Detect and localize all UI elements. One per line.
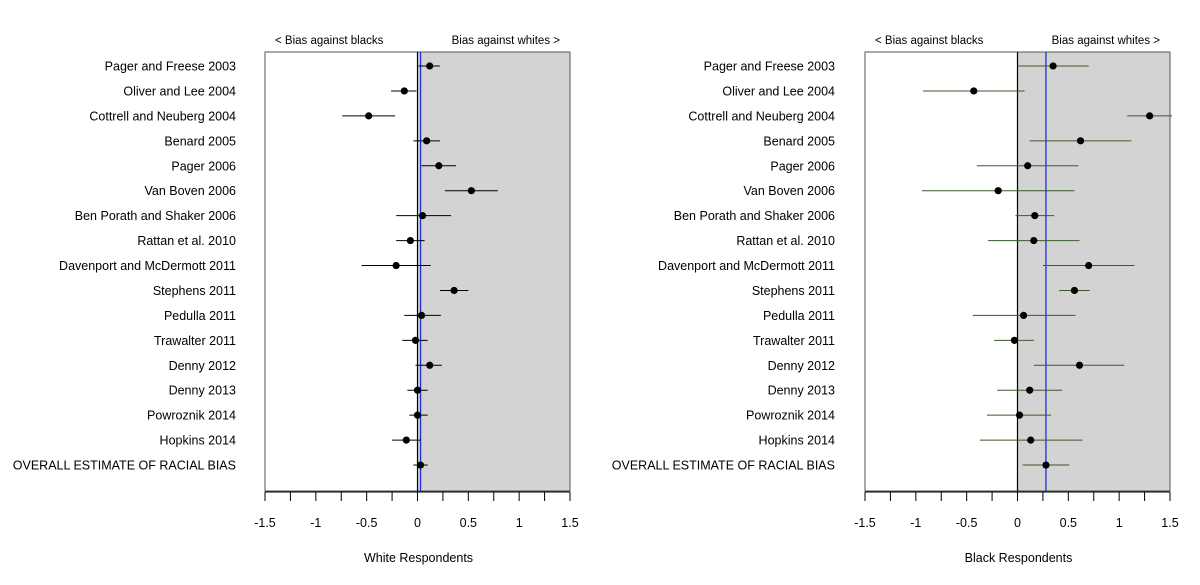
panel-right-x-tick-label: 0.5 bbox=[1060, 516, 1077, 530]
panel-right-study-label: Ben Porath and Shaker 2006 bbox=[674, 209, 835, 223]
panel-left-study-label: Ben Porath and Shaker 2006 bbox=[75, 209, 236, 223]
panel-left-x-tick-label: 1.5 bbox=[561, 516, 578, 530]
panel-right-study-label: Cottrell and Neuberg 2004 bbox=[688, 109, 835, 123]
panel-left-point-estimate bbox=[435, 162, 443, 170]
panel-left-study-label: Stephens 2011 bbox=[153, 284, 236, 298]
panel-left-study-label: Powroznik 2014 bbox=[147, 409, 236, 423]
panel-left-point-estimate bbox=[365, 112, 373, 120]
panel-left-shaded-region bbox=[417, 52, 570, 491]
panel-left-study-label: Denny 2012 bbox=[169, 359, 236, 373]
panel-right-study-label: Trawalter 2011 bbox=[753, 334, 835, 348]
panel-left-study-label: Denny 2013 bbox=[169, 384, 236, 398]
panel-right-point-estimate bbox=[994, 187, 1002, 195]
panel-right-study-label: Denny 2012 bbox=[768, 359, 835, 373]
panel-left-point-estimate bbox=[426, 361, 434, 369]
panel-right-study-label: Davenport and McDermott 2011 bbox=[658, 259, 835, 273]
panel-left-point-estimate bbox=[413, 411, 422, 419]
panel-right-x-tick-label: 1.5 bbox=[1161, 516, 1178, 530]
panel-left-left-annotation: < Bias against blacks bbox=[275, 35, 384, 47]
panel-left-point-estimate bbox=[450, 286, 458, 295]
panel-right-right-annotation: Bias against whites > bbox=[1052, 35, 1161, 47]
panel-left-study-label: Trawalter 2011 bbox=[154, 334, 236, 348]
panel-left-point-estimate bbox=[402, 436, 410, 444]
panel-right-point-estimate bbox=[1027, 436, 1035, 444]
panel-left-x-tick-label: 1 bbox=[516, 516, 523, 530]
panel-left-point-estimate bbox=[423, 137, 431, 145]
panel-right-point-estimate bbox=[1070, 286, 1079, 295]
panel-right-left-annotation: < Bias against blacks bbox=[875, 35, 984, 47]
panel-left-x-tick-label: -1 bbox=[310, 516, 321, 530]
panel-left-x-tick-label: -1.5 bbox=[254, 516, 276, 530]
panel-left-study-label: Pedulla 2011 bbox=[164, 309, 236, 323]
panel-left-x-tick-label: -0.5 bbox=[356, 516, 378, 530]
panel-right-point-estimate bbox=[1085, 261, 1093, 270]
panel-left-study-label: OVERALL ESTIMATE OF RACIAL BIAS bbox=[13, 459, 236, 473]
panel-left-study-label: Benard 2005 bbox=[164, 134, 236, 148]
panel-left-x-axis-label: White Respondents bbox=[364, 551, 473, 565]
panel-left-study-label: Pager 2006 bbox=[171, 159, 236, 173]
panel-right-point-estimate bbox=[1146, 112, 1154, 120]
panel-right-study-label: Hopkins 2014 bbox=[759, 434, 835, 448]
panel-right-point-estimate bbox=[1010, 336, 1019, 344]
panel-left-point-estimate bbox=[416, 461, 425, 469]
panel-left-study-label: Davenport and McDermott 2011 bbox=[59, 259, 236, 273]
panel-left-point-estimate bbox=[406, 236, 414, 245]
panel-right-x-tick-label: -1.5 bbox=[854, 516, 876, 530]
panel-right-study-label: Denny 2013 bbox=[768, 384, 835, 398]
panel-right-study-label: Rattan et al. 2010 bbox=[736, 234, 835, 248]
panel-left-study-label: Cottrell and Neuberg 2004 bbox=[89, 109, 236, 123]
panel-left-point-estimate bbox=[418, 212, 427, 220]
panel-right-study-label: Pager and Freese 2003 bbox=[704, 60, 835, 74]
panel-left-point-estimate bbox=[426, 62, 434, 70]
panel-right-point-estimate bbox=[1015, 411, 1024, 419]
panel-right-study-label: Benard 2005 bbox=[763, 134, 835, 148]
panel-right-point-estimate bbox=[1024, 162, 1032, 170]
panel-left-point-estimate bbox=[411, 336, 420, 344]
panel-right-point-estimate bbox=[1076, 137, 1085, 145]
panel-right-point-estimate bbox=[970, 87, 978, 95]
panel-left-point-estimate bbox=[417, 311, 426, 319]
panel-right-x-tick-label: -0.5 bbox=[956, 516, 978, 530]
panel-right-study-label: Pedulla 2011 bbox=[763, 309, 835, 323]
panel-right-point-estimate bbox=[1020, 311, 1028, 319]
panel-left-study-label: Pager and Freese 2003 bbox=[105, 60, 236, 74]
panel-right-point-estimate bbox=[1049, 62, 1057, 70]
panel-right-point-estimate bbox=[1026, 386, 1034, 394]
panel-left-x-tick-label: 0 bbox=[414, 516, 421, 530]
panel-right-study-label: Powroznik 2014 bbox=[746, 409, 835, 423]
panel-left-point-estimate bbox=[392, 261, 400, 270]
panel-left-study-label: Rattan et al. 2010 bbox=[137, 234, 236, 248]
panel-right-x-axis-label: Black Respondents bbox=[965, 551, 1073, 565]
panel-right-point-estimate bbox=[1075, 361, 1084, 369]
panel-right-x-tick-label: 1 bbox=[1116, 516, 1123, 530]
panel-right-study-label: Oliver and Lee 2004 bbox=[722, 84, 835, 98]
panel-left-point-estimate bbox=[467, 187, 475, 195]
panel-left-study-label: Hopkins 2014 bbox=[160, 434, 236, 448]
panel-left-study-label: Oliver and Lee 2004 bbox=[123, 84, 236, 98]
panel-right-shaded-region bbox=[1017, 52, 1170, 491]
panel-left-x-tick-label: 0.5 bbox=[460, 516, 477, 530]
panel-left-point-estimate bbox=[413, 386, 422, 394]
panel-right-point-estimate bbox=[1030, 236, 1038, 245]
panel-left-point-estimate bbox=[400, 87, 408, 95]
panel-right-point-estimate bbox=[1042, 461, 1050, 469]
panel-left-right-annotation: Bias against whites > bbox=[452, 35, 561, 47]
panel-left-study-label: Van Boven 2006 bbox=[144, 184, 236, 198]
panel-right-x-tick-label: 0 bbox=[1014, 516, 1021, 530]
panel-right-study-label: Pager 2006 bbox=[770, 159, 835, 173]
panel-right-study-label: Stephens 2011 bbox=[752, 284, 835, 298]
panel-right-study-label: OVERALL ESTIMATE OF RACIAL BIAS bbox=[612, 459, 835, 473]
panel-right-point-estimate bbox=[1031, 212, 1039, 220]
panel-right-study-label: Van Boven 2006 bbox=[743, 184, 835, 198]
panel-right-x-tick-label: -1 bbox=[910, 516, 921, 530]
